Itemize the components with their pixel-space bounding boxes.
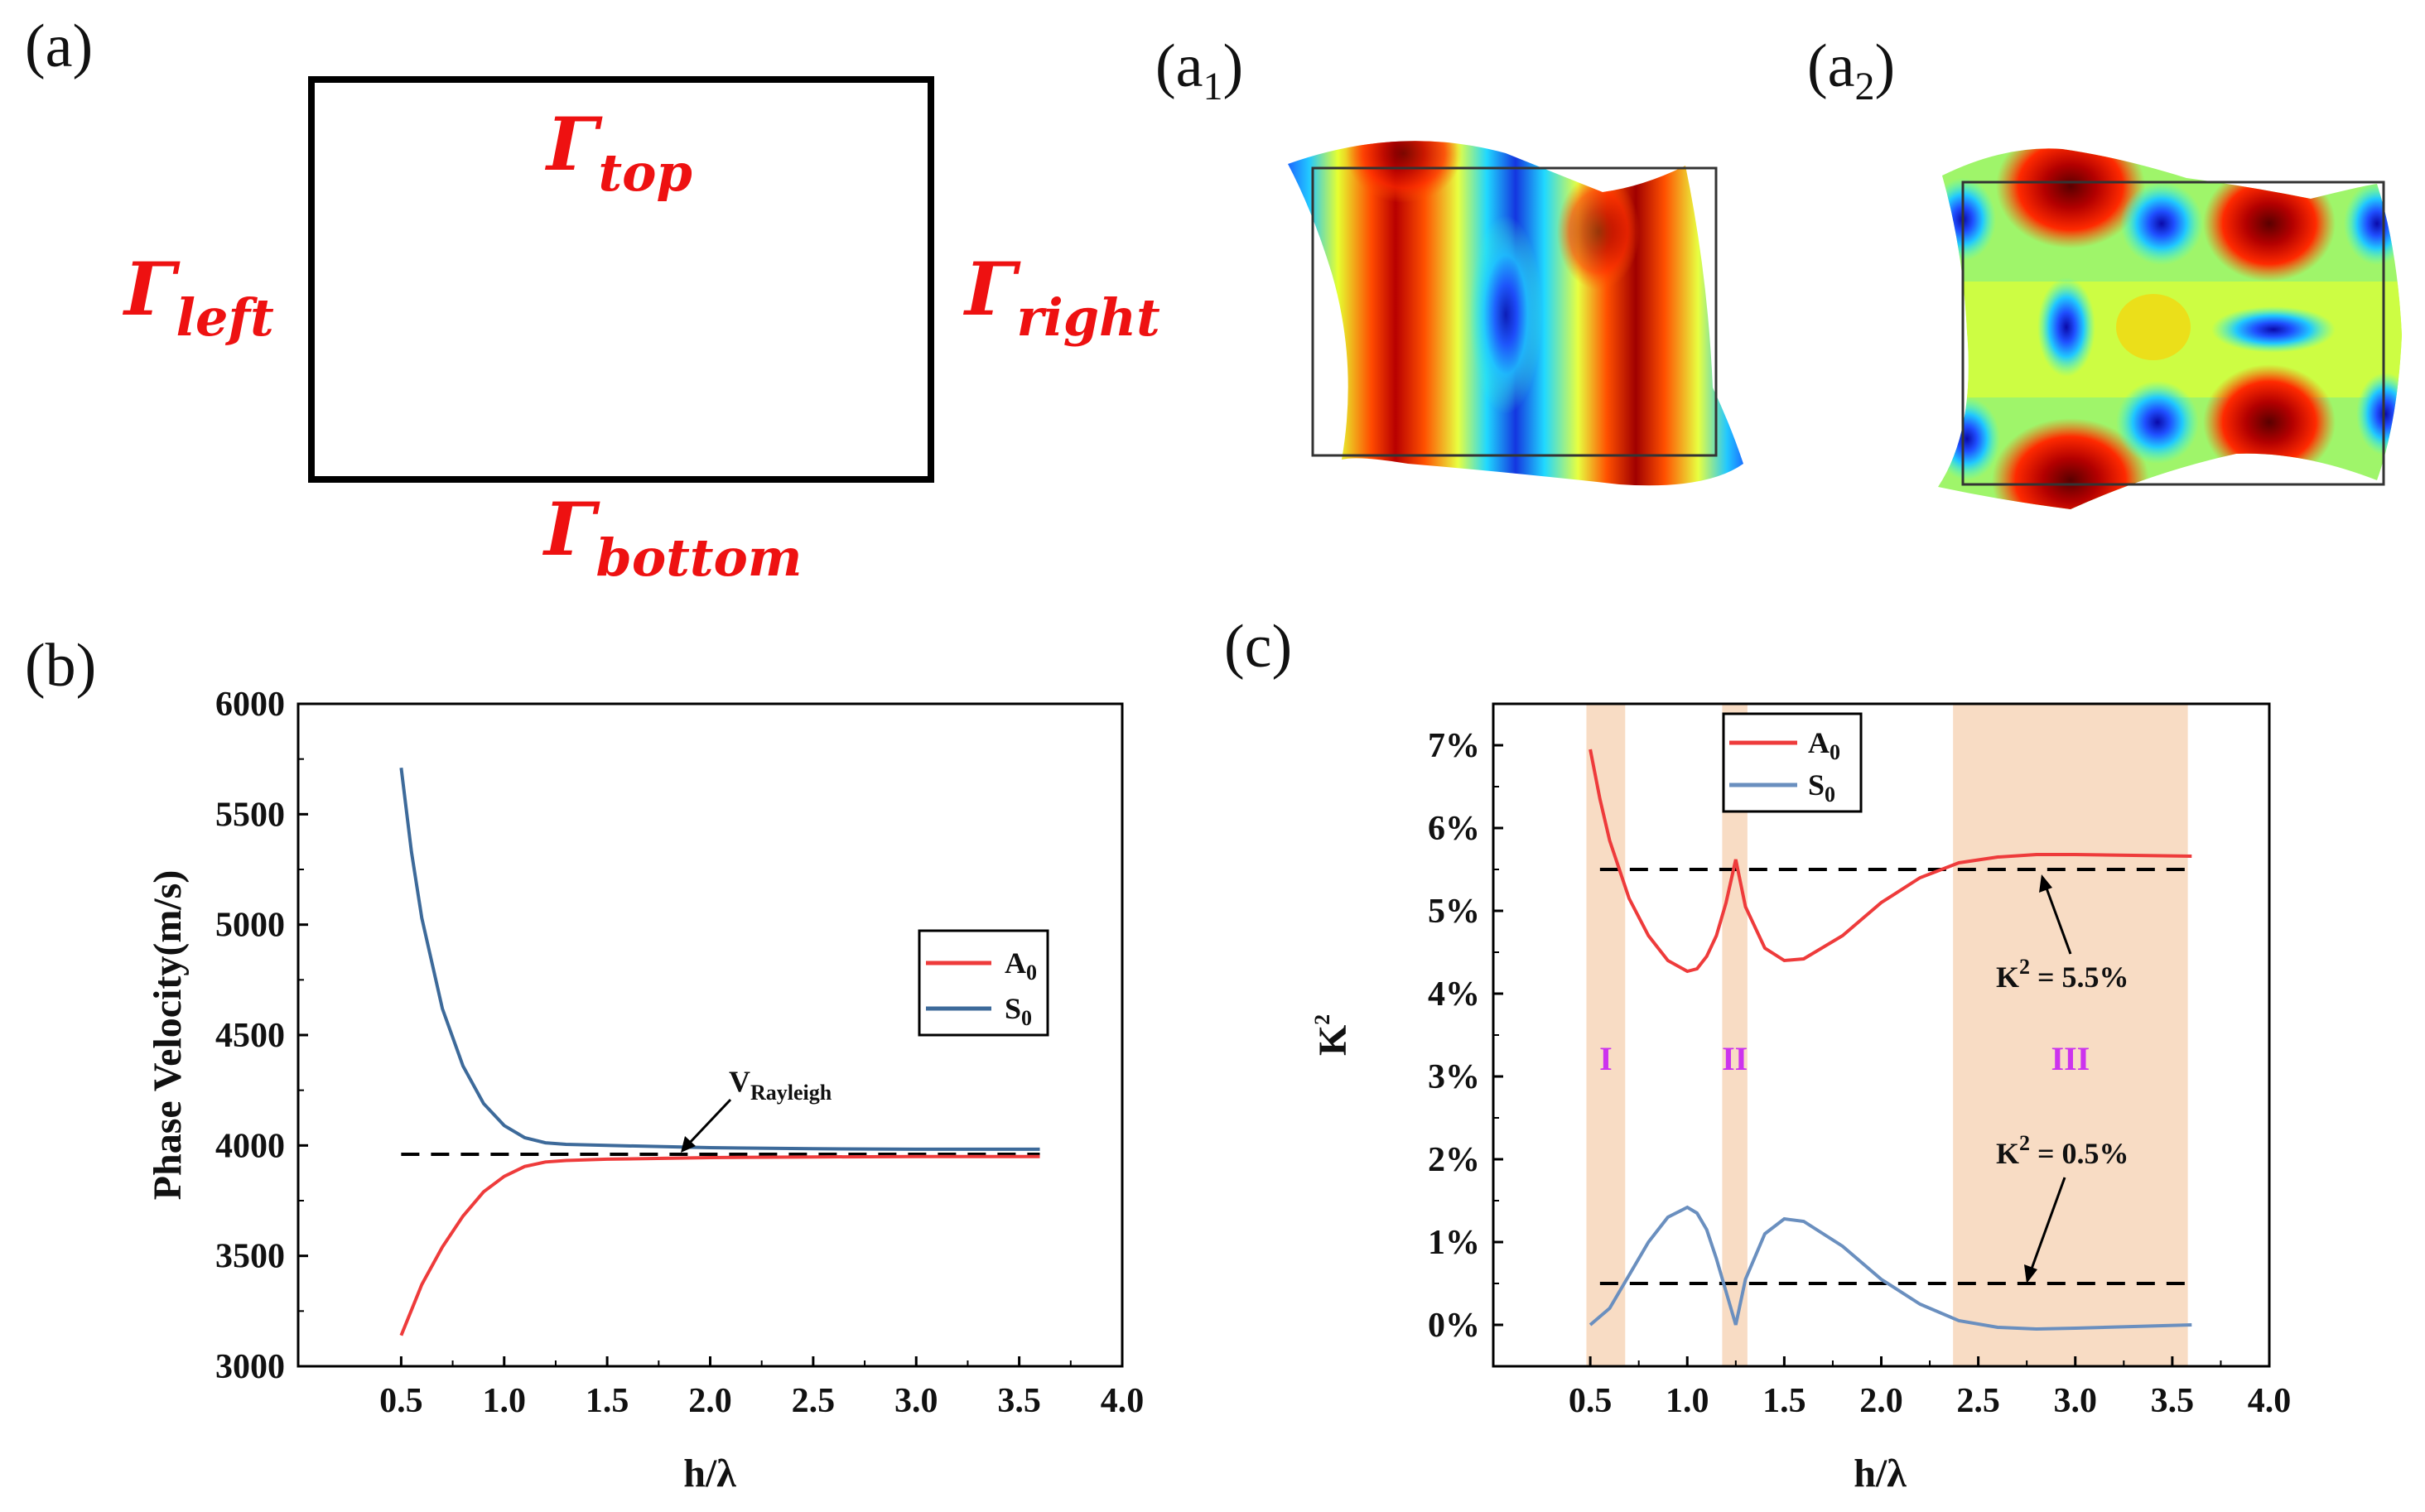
x-tick-label: 3.0 — [894, 1382, 938, 1420]
x-tick-label: 2.5 — [1956, 1382, 2000, 1420]
y-tick-label: 3500 — [215, 1238, 285, 1276]
chart-b-legend: A0 S0 — [918, 929, 1049, 1037]
k2-0.5-arrow — [2024, 1177, 2066, 1283]
series-s0-line — [1589, 1205, 2192, 1331]
panel-a: (a) Γtop Γleft Γright Γbottom — [25, 12, 1160, 588]
shaded-band — [1722, 704, 1748, 1366]
x-tick-label: 2.0 — [688, 1382, 732, 1420]
chart-b-y-tick-labels: 3000 3500 4000 4500 5000 5500 6000 — [215, 686, 285, 1386]
panel-a2-label: (a2) — [1807, 32, 1895, 108]
mode-shape-a1 — [1288, 141, 1743, 486]
y-tick-label: 6% — [1428, 810, 1480, 848]
series-a0-line — [1589, 749, 2192, 974]
x-tick-label: 3.5 — [2151, 1382, 2195, 1420]
x-tick-label: 0.5 — [379, 1382, 423, 1420]
series-a0-line — [399, 1154, 1040, 1336]
shaded-band — [1953, 704, 2188, 1366]
k2-5.5-arrow — [2039, 874, 2072, 955]
x-tick-label: 0.5 — [1569, 1382, 1613, 1420]
rayleigh-annotation: VRayleigh — [729, 1065, 832, 1105]
series-s0-line — [399, 768, 1040, 1151]
panel-a1: (a1) — [1155, 32, 1743, 486]
undeformed-outline-a1 — [1311, 166, 1718, 457]
unit-cell-rectangle — [308, 76, 934, 483]
chart-b-x-tick-labels: 0.5 1.0 1.5 2.0 2.5 3.0 3.5 4.0 — [379, 1382, 1144, 1420]
x-tick-label: 2.5 — [792, 1382, 836, 1420]
region-label: I — [1599, 1040, 1613, 1077]
legend-s0-label: S0 — [1808, 768, 1835, 807]
x-tick-label: 1.5 — [1762, 1382, 1806, 1420]
y-tick-label: 3% — [1428, 1058, 1480, 1096]
rayleigh-arrow — [681, 1098, 732, 1153]
y-tick-label: 7% — [1428, 727, 1480, 765]
shaded-band — [1586, 704, 1626, 1366]
boundary-top-label: Γtop — [544, 101, 692, 203]
panel-a1-label: (a1) — [1155, 32, 1243, 108]
chart-c-band-labels: I II III — [1599, 1040, 2090, 1077]
y-tick-label: 1% — [1428, 1224, 1480, 1262]
y-tick-label: 3000 — [215, 1348, 285, 1386]
region-label: III — [2051, 1040, 2090, 1077]
k2-5.5-annotation: K2 = 5.5% — [1996, 955, 2129, 994]
y-tick-label: 4500 — [215, 1017, 285, 1055]
legend-s0-label: S0 — [1005, 992, 1032, 1030]
panel-a2: (a2) — [1807, 32, 2402, 509]
x-tick-label: 4.0 — [2248, 1382, 2292, 1420]
y-tick-label: 4% — [1428, 975, 1480, 1014]
legend-a0-label: A0 — [1808, 726, 1840, 764]
panel-b-label: (b) — [25, 632, 96, 700]
boundary-right-label: Γright — [962, 246, 1160, 348]
panel-c-label: (c) — [1224, 613, 1292, 681]
legend-a0-label: A0 — [1005, 946, 1037, 985]
x-tick-label: 3.0 — [2054, 1382, 2098, 1420]
chart-b-y-axis-title: Phase Velocity(m/s) — [146, 870, 190, 1201]
chart-b-ticks — [298, 702, 1124, 1368]
x-tick-label: 4.0 — [1101, 1382, 1145, 1420]
chart-c-x-axis-title: h/λ — [1854, 1452, 1907, 1495]
y-tick-label: 0% — [1428, 1307, 1480, 1345]
y-tick-label: 5% — [1428, 893, 1480, 931]
x-tick-label: 2.0 — [1859, 1382, 1903, 1420]
region-label: II — [1722, 1040, 1748, 1077]
chart-c-shaded-bands — [1586, 704, 2188, 1366]
mode-shape-a2 — [1938, 148, 2402, 509]
boundary-left-label: Γleft — [122, 246, 274, 348]
panel-b: (b) 0.5 1.0 1.5 2.0 2.5 3.0 3.5 4.0 3000 3500 400… — [25, 632, 1144, 1495]
chart-c-y-tick-labels: 0% 1% 2% 3% 4% 5% 6% 7% — [1428, 727, 1480, 1345]
chart-c-y-axis-title: K2 — [1310, 1014, 1355, 1056]
y-tick-label: 4000 — [215, 1127, 285, 1165]
y-tick-label: 5000 — [215, 907, 285, 945]
undeformed-outline-a2 — [1961, 181, 2385, 486]
x-tick-label: 1.0 — [483, 1382, 527, 1420]
boundary-bottom-label: Γbottom — [542, 486, 802, 588]
panel-c: (c) I II III 0.5 1.0 1.5 2.0 2.5 3.0 3.5 4.0 0%1%… — [1224, 613, 2291, 1495]
panel-a-label: (a) — [25, 12, 93, 80]
y-tick-label: 6000 — [215, 686, 285, 724]
chart-c-x-tick-labels: 0.5 1.0 1.5 2.0 2.5 3.0 3.5 4.0 — [1569, 1382, 2291, 1420]
k2-0.5-annotation: K2 = 0.5% — [1996, 1131, 2129, 1170]
x-tick-label: 1.5 — [586, 1382, 629, 1420]
chart-b-x-axis-title: h/λ — [683, 1452, 736, 1495]
y-tick-label: 2% — [1428, 1141, 1480, 1179]
y-tick-label: 5500 — [215, 796, 285, 834]
x-tick-label: 3.5 — [997, 1382, 1041, 1420]
chart-c-legend: A0 S0 — [1722, 712, 1863, 813]
x-tick-label: 1.0 — [1666, 1382, 1709, 1420]
chart-c-ticks — [1493, 744, 2271, 1366]
